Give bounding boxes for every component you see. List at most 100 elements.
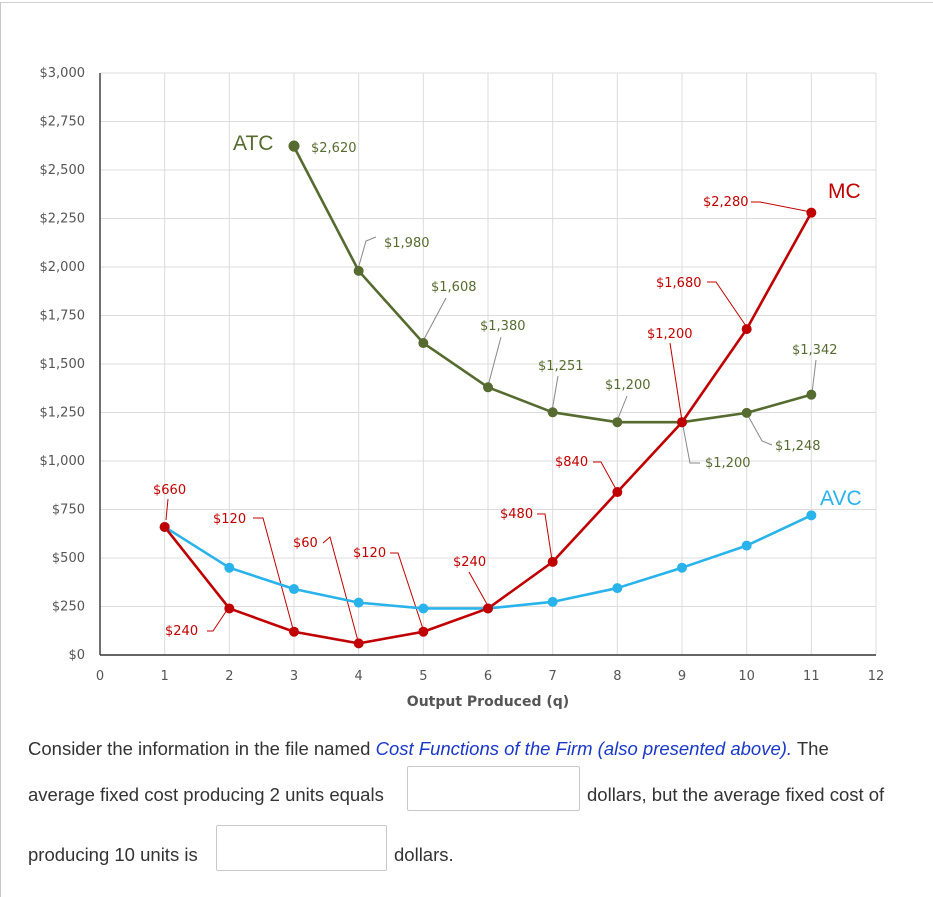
- y-tick-label: $1,750: [40, 309, 86, 324]
- y-tick-label: $1,000: [40, 454, 86, 469]
- y-tick-label: $750: [52, 503, 85, 518]
- mc-point: [547, 556, 558, 567]
- annotation-leader-line: [707, 281, 747, 327]
- data-annotations: $2,620 $1,980 $1,608 $1,380 $1,251 $1,200 $1,3…: [153, 141, 838, 639]
- mc-point: [612, 487, 623, 498]
- y-tick-label: $250: [52, 600, 85, 615]
- frame-top-border: [0, 2, 933, 3]
- annotation-leader-line: [811, 359, 817, 394]
- chart-axes: [99, 73, 876, 656]
- x-tick-label: 1: [161, 669, 169, 684]
- annotation-leader-line: [165, 498, 169, 521]
- series-name-avc: AVC: [820, 487, 862, 510]
- answer-input-afc-10-units[interactable]: [216, 825, 387, 871]
- question-text-3-end: dollars.: [394, 844, 454, 865]
- annotation-leader-line: [390, 552, 424, 630]
- annotation-leader-lines: [165, 201, 817, 642]
- x-tick-label: 4: [355, 669, 363, 684]
- annotation-leader-line: [253, 517, 294, 630]
- mc-point: [353, 638, 364, 649]
- annotation-leader-line: [487, 336, 502, 387]
- question-line-2-left: average fixed cost producing 2 units equ…: [28, 784, 384, 806]
- mc-point: [418, 626, 429, 637]
- mc-point: [289, 626, 299, 637]
- y-tick-label: $2,750: [40, 115, 86, 130]
- annotation-leader-line: [669, 342, 683, 422]
- data-label: $480: [500, 507, 533, 522]
- data-label: $60: [293, 536, 318, 551]
- data-label: $240: [165, 624, 198, 639]
- mc-point: [224, 603, 235, 614]
- data-label: $1,980: [384, 236, 430, 251]
- x-axis-label: Output Produced (q): [407, 694, 569, 710]
- atc-point: [483, 382, 493, 393]
- question-line-3-right: dollars.: [394, 844, 454, 866]
- data-label: $1,200: [705, 456, 751, 471]
- data-label: $1,342: [792, 343, 838, 358]
- data-label: $1,608: [431, 280, 477, 295]
- mc-point: [483, 603, 493, 614]
- tick-labels: $0 $250 $500 $750 $1,000 $1,250 $1,500 $1,750 $2…: [40, 66, 885, 684]
- annotation-leader-line: [357, 236, 377, 270]
- data-label: $1,680: [656, 276, 702, 291]
- y-tick-label: $500: [52, 551, 85, 566]
- question-text-2-end: dollars, but the average fixed cost of: [587, 784, 885, 805]
- data-label: $2,280: [703, 195, 749, 210]
- file-reference-link[interactable]: Cost Functions of the Firm (also present…: [375, 738, 793, 759]
- question-text-3: producing 10 units is: [28, 844, 198, 865]
- atc-point: [547, 407, 558, 418]
- annotation-leader-line: [551, 375, 559, 412]
- data-label: $2,620: [311, 141, 357, 156]
- x-tick-label: 3: [290, 669, 298, 684]
- frame-left-border: [0, 2, 1, 897]
- mc-point: [741, 324, 752, 335]
- series-points: [159, 141, 817, 649]
- data-label: $660: [153, 483, 186, 498]
- x-tick-label: 5: [419, 669, 427, 684]
- annotation-leader-line: [468, 571, 489, 607]
- y-tick-label: $1,500: [40, 357, 86, 372]
- data-label: $1,248: [775, 439, 821, 454]
- data-label: $1,200: [647, 327, 693, 342]
- annotation-leader-line: [616, 395, 628, 422]
- x-tick-label: 11: [803, 669, 820, 684]
- x-tick-label: 2: [225, 669, 233, 684]
- x-tick-label: 10: [738, 669, 755, 684]
- atc-point: [353, 265, 364, 276]
- series-names: ATC MC AVC: [233, 132, 862, 510]
- x-tick-label: 7: [549, 669, 557, 684]
- question-text-1-end: The: [792, 738, 829, 759]
- mc-point: [806, 207, 817, 218]
- annotation-leader-line: [422, 297, 447, 342]
- data-label: $240: [453, 555, 486, 570]
- cost-functions-chart: $0 $250 $500 $750 $1,000 $1,250 $1,500 $1,750 $2…: [40, 66, 885, 710]
- data-label: $840: [555, 455, 588, 470]
- x-tick-label: 0: [96, 669, 104, 684]
- annotation-leader-line: [207, 606, 230, 632]
- y-tick-label: $0: [68, 648, 85, 663]
- question-text-1: Consider the information in the file nam…: [28, 738, 376, 759]
- mc-point: [159, 521, 170, 532]
- question-text-2: average fixed cost producing 2 units equ…: [28, 784, 384, 805]
- y-tick-label: $1,250: [40, 406, 86, 421]
- atc-point: [806, 389, 817, 400]
- x-tick-label: 9: [678, 669, 686, 684]
- annotation-leader-line: [593, 461, 618, 492]
- annotation-leader-line: [751, 201, 812, 213]
- data-label: $1,380: [480, 319, 526, 334]
- question-line-1: Consider the information in the file nam…: [28, 738, 829, 760]
- answer-input-afc-2-units[interactable]: [407, 766, 580, 811]
- question-line-2-right: dollars, but the average fixed cost of: [587, 784, 884, 806]
- avc-point: [612, 583, 623, 594]
- y-tick-label: $3,000: [40, 66, 86, 81]
- x-tick-label: 12: [868, 669, 885, 684]
- data-label: $120: [353, 546, 386, 561]
- y-tick-label: $2,500: [40, 163, 86, 178]
- question-line-3-left: producing 10 units is: [28, 844, 198, 866]
- data-label: $120: [213, 512, 246, 527]
- y-tick-label: $2,250: [40, 212, 86, 227]
- annotation-leader-line: [681, 420, 700, 464]
- series-name-atc: ATC: [233, 132, 273, 155]
- avc-point: [806, 510, 817, 521]
- avc-point: [353, 597, 364, 608]
